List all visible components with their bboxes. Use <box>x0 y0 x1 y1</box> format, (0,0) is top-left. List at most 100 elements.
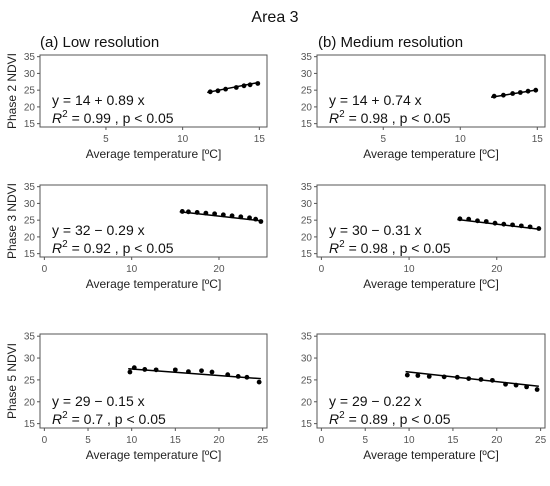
p2b-data-point <box>518 223 524 229</box>
p1a-xtick-label: 5 <box>103 134 109 145</box>
panel-phase3-medium: 15 20 25 30 35 0 10 20 Average temperature [ºC] y… <box>301 182 546 291</box>
p2a-data-point <box>229 213 235 219</box>
p3a-data-point <box>172 367 178 373</box>
p3a-data-point <box>209 369 215 375</box>
panel-phase2-low: 15 20 25 30 35 5 10 15 Average temperature [ºC] P… <box>5 52 268 161</box>
p1b-ytick-label: 35 <box>301 52 313 63</box>
p2a-data-point <box>179 209 185 214</box>
p1a-data-point <box>207 89 213 95</box>
p2b-data-point <box>457 216 463 222</box>
p2a-p-value-text: , p < 0.05 <box>111 240 174 256</box>
p3b-xtick-label: 5 <box>362 435 368 446</box>
column-title-medium-resolution: (b) Medium resolution <box>318 34 463 51</box>
column-title-low-resolution: (a) Low resolution <box>40 34 159 51</box>
p1a-plot-frame <box>39 54 268 128</box>
p2a-data-point <box>212 211 218 217</box>
p3a-data-point <box>225 372 231 378</box>
p3a-plot-frame <box>39 333 268 429</box>
p1b-r-squared-value: 0.98 <box>361 110 388 126</box>
p3b-data-point <box>534 387 540 392</box>
p3a-r-squared-value: 0.7 <box>84 411 104 427</box>
p2b-ytick-label: 25 <box>301 216 313 227</box>
p2a-x-axis-label: Average temperature [ºC] <box>86 277 222 291</box>
p3a-xtick-label: 25 <box>257 435 269 446</box>
p3b-data-point <box>513 382 519 388</box>
p1a-ytick-label: 30 <box>24 69 36 80</box>
p1a-r-squared-text: R2 = 0.99 , p < 0.05 <box>52 109 174 126</box>
p3a-data-point <box>127 369 133 375</box>
p1a-data-point <box>223 86 228 92</box>
p2a-data-point <box>186 209 191 215</box>
p3a-data-point <box>244 374 250 380</box>
p2a-xtick-label: 20 <box>213 264 225 275</box>
p2a-regression-equation: y = 32 − 0.29 x <box>52 222 145 238</box>
p3b-ytick-label: 25 <box>301 375 313 386</box>
p3a-data-point <box>131 365 137 371</box>
p2a-ytick-label: 30 <box>24 199 36 210</box>
figure-title: Area 3 <box>251 9 298 26</box>
p3a-r-squared-text: R2 = 0.7 , p < 0.05 <box>52 410 166 427</box>
p1a-data-point <box>233 85 239 90</box>
p2b-r-squared-value: 0.98 <box>361 240 388 256</box>
panel-phase5-low: 15 20 25 30 35 0 5 10 15 20 25 Average temperature … <box>5 332 269 462</box>
p1b-data-point <box>491 93 497 99</box>
p1b-r-squared-text: R2 = 0.98 , p < 0.05 <box>329 109 451 126</box>
p2b-xtick-label: 20 <box>491 264 503 275</box>
p2b-data-point <box>475 218 480 224</box>
p3b-data-point <box>478 377 484 382</box>
p2b-data-point <box>492 220 498 226</box>
p1b-data-point <box>510 91 516 96</box>
p3b-data-point <box>441 374 447 380</box>
p3b-xtick-label: 0 <box>319 435 325 446</box>
p2a-data-point <box>238 214 244 220</box>
p1b-data-point <box>525 88 531 94</box>
p2a-y-axis-label: Phase 3 NDVI <box>5 183 19 259</box>
p3b-xtick-label: 20 <box>491 435 503 446</box>
p3a-ytick-label: 15 <box>24 419 36 430</box>
p1a-data-point <box>241 83 247 89</box>
p2b-ytick-label: 30 <box>301 199 313 210</box>
p1b-xtick-label: 5 <box>380 134 386 145</box>
p1a-ytick-label: 35 <box>24 52 36 63</box>
p3b-p-value-text: , p < 0.05 <box>388 411 451 427</box>
p2a-ytick-label: 15 <box>24 249 36 260</box>
p1a-ytick-label: 25 <box>24 86 36 97</box>
p1a-xtick-label: 15 <box>254 134 266 145</box>
p3a-y-axis-label: Phase 5 NDVI <box>5 343 19 419</box>
p1b-data-point <box>517 90 523 95</box>
p2b-p-value-text: , p < 0.05 <box>388 240 451 256</box>
p3b-data-point <box>503 381 508 387</box>
p3a-x-axis-label: Average temperature [ºC] <box>86 448 222 462</box>
p3b-plot-frame <box>316 333 546 429</box>
p1a-data-point <box>215 88 221 94</box>
p3a-xtick-label: 0 <box>42 435 48 446</box>
p3b-ytick-label: 20 <box>301 397 313 408</box>
p1a-ytick-label: 20 <box>24 102 36 113</box>
p3a-ytick-label: 25 <box>24 375 36 386</box>
p2a-ytick-label: 35 <box>24 182 36 193</box>
p2b-r-squared-text: R2 = 0.98 , p < 0.05 <box>329 239 451 256</box>
p3b-xtick-label: 15 <box>447 435 459 446</box>
p3a-ytick-label: 30 <box>24 354 36 365</box>
p2a-data-point <box>253 216 259 222</box>
p2b-data-point <box>483 219 489 224</box>
p2a-r-squared-text: R2 = 0.92 , p < 0.05 <box>52 239 174 256</box>
p3a-data-point <box>153 367 159 373</box>
p2a-data-point <box>194 210 200 215</box>
p2b-data-point <box>527 224 533 230</box>
p3a-ytick-label: 35 <box>24 332 36 343</box>
p1b-ytick-label: 25 <box>301 86 313 97</box>
p3a-regression-line <box>128 367 261 380</box>
p1b-regression-equation: y = 14 + 0.74 x <box>329 92 422 108</box>
p3a-data-point <box>199 368 204 374</box>
p2b-ytick-label: 35 <box>301 182 313 193</box>
p3a-data-point <box>235 374 241 379</box>
p1a-ytick-label: 15 <box>24 119 36 130</box>
p3a-data-point <box>256 379 262 385</box>
p2b-data-point <box>501 221 507 227</box>
p2b-data-point <box>536 226 542 231</box>
p1a-p-value-text: , p < 0.05 <box>111 110 174 126</box>
panel-phase3-low: 15 20 25 30 35 0 10 20 Average temperature [ºC] P… <box>5 182 268 291</box>
p3b-regression-line <box>405 370 539 388</box>
p3b-xtick-label: 25 <box>535 435 547 446</box>
